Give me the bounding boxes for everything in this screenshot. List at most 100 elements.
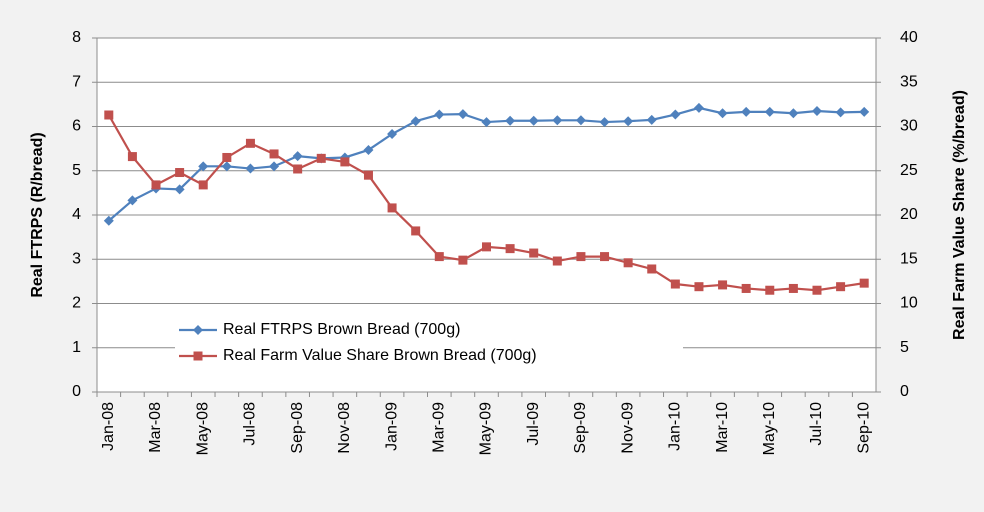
y2-tick-label: 5 bbox=[900, 339, 909, 356]
data-point bbox=[269, 149, 279, 159]
data-point bbox=[387, 203, 397, 213]
x-tick-label: Jan-09 bbox=[383, 402, 400, 451]
data-point bbox=[505, 115, 516, 126]
legend-label: Real FTRPS Brown Bread (700g) bbox=[223, 321, 460, 338]
x-tick-label: Jan-08 bbox=[100, 402, 117, 451]
data-point bbox=[788, 283, 798, 293]
data-point bbox=[529, 248, 539, 258]
data-point bbox=[363, 170, 373, 180]
data-point bbox=[127, 152, 137, 162]
x-tick-label: Mar-10 bbox=[714, 402, 731, 453]
data-point bbox=[457, 109, 468, 120]
x-tick-label: Jul-10 bbox=[808, 402, 825, 446]
data-point bbox=[269, 161, 280, 172]
data-point bbox=[127, 195, 138, 206]
x-tick-label: Jul-08 bbox=[242, 402, 259, 446]
data-point bbox=[599, 117, 610, 128]
y-axis-title: Real FTRPS (R/bread) bbox=[29, 132, 46, 297]
data-point bbox=[175, 168, 185, 178]
x-tick-label: Mar-08 bbox=[147, 402, 164, 453]
y-tick-label: 3 bbox=[72, 250, 81, 267]
data-point bbox=[859, 106, 870, 117]
y2-tick-label: 15 bbox=[900, 250, 918, 267]
data-point bbox=[670, 279, 680, 289]
data-point bbox=[718, 280, 728, 290]
data-point bbox=[693, 102, 704, 113]
data-point bbox=[741, 283, 751, 293]
x-tick-label: Sep-09 bbox=[572, 402, 589, 454]
data-point bbox=[340, 157, 350, 167]
data-point bbox=[741, 106, 752, 117]
data-point bbox=[363, 144, 374, 155]
data-point bbox=[316, 153, 326, 163]
data-point bbox=[576, 252, 586, 262]
data-point bbox=[623, 116, 634, 127]
data-point bbox=[481, 117, 492, 128]
legend-box bbox=[175, 316, 683, 370]
data-point bbox=[245, 163, 256, 174]
y2-tick-label: 35 bbox=[900, 73, 918, 90]
data-point bbox=[292, 151, 303, 162]
data-point bbox=[835, 107, 846, 118]
data-point bbox=[151, 180, 161, 190]
data-point bbox=[694, 282, 704, 292]
x-tick-label: Mar-09 bbox=[431, 402, 448, 453]
y2-tick-label: 25 bbox=[900, 162, 918, 179]
x-tick-label: May-10 bbox=[761, 402, 778, 455]
data-point bbox=[600, 252, 610, 262]
y2-tick-label: 40 bbox=[900, 29, 918, 46]
y2-tick-label: 0 bbox=[900, 383, 909, 400]
data-point bbox=[646, 114, 657, 125]
x-tick-label: Jan-10 bbox=[667, 402, 684, 451]
data-point bbox=[293, 164, 303, 174]
y2-tick-label: 10 bbox=[900, 295, 918, 312]
data-point bbox=[222, 152, 232, 162]
data-point bbox=[434, 109, 445, 120]
x-tick-label: Sep-10 bbox=[855, 402, 872, 454]
data-point bbox=[765, 285, 775, 295]
data-point bbox=[505, 244, 515, 254]
data-point bbox=[528, 115, 539, 126]
legend-marker bbox=[193, 325, 203, 335]
x-tick-label: Sep-08 bbox=[289, 402, 306, 454]
data-point bbox=[221, 161, 232, 172]
y-tick-label: 1 bbox=[72, 339, 81, 356]
legend-marker bbox=[193, 351, 203, 361]
data-point bbox=[788, 108, 799, 119]
x-tick-label: Nov-08 bbox=[336, 402, 353, 454]
data-point bbox=[836, 282, 846, 292]
y2-tick-label: 30 bbox=[900, 118, 918, 135]
data-point bbox=[647, 264, 657, 274]
data-point bbox=[812, 285, 822, 295]
data-point bbox=[764, 106, 775, 117]
data-point bbox=[458, 255, 468, 265]
data-point bbox=[552, 115, 563, 126]
y-tick-label: 7 bbox=[72, 73, 81, 90]
data-point bbox=[623, 258, 633, 268]
y-tick-label: 0 bbox=[72, 383, 81, 400]
data-point bbox=[411, 226, 421, 236]
x-tick-label: Nov-09 bbox=[619, 402, 636, 454]
data-point bbox=[103, 215, 114, 226]
y-tick-label: 5 bbox=[72, 162, 81, 179]
data-point bbox=[198, 161, 209, 172]
data-point bbox=[670, 109, 681, 120]
data-point bbox=[387, 129, 398, 140]
data-point bbox=[198, 180, 208, 190]
y-tick-label: 2 bbox=[72, 295, 81, 312]
data-point bbox=[245, 138, 255, 148]
data-point bbox=[104, 110, 114, 120]
y-tick-label: 8 bbox=[72, 29, 81, 46]
x-tick-label: Jul-09 bbox=[525, 402, 542, 446]
x-tick-label: May-08 bbox=[194, 402, 211, 455]
data-point bbox=[552, 256, 562, 266]
y-tick-label: 6 bbox=[72, 118, 81, 135]
data-point bbox=[575, 115, 586, 126]
legend-label: Real Farm Value Share Brown Bread (700g) bbox=[223, 347, 537, 364]
data-point bbox=[859, 278, 869, 288]
y-tick-label: 4 bbox=[72, 206, 81, 223]
data-point bbox=[174, 184, 185, 195]
data-point bbox=[717, 108, 728, 119]
